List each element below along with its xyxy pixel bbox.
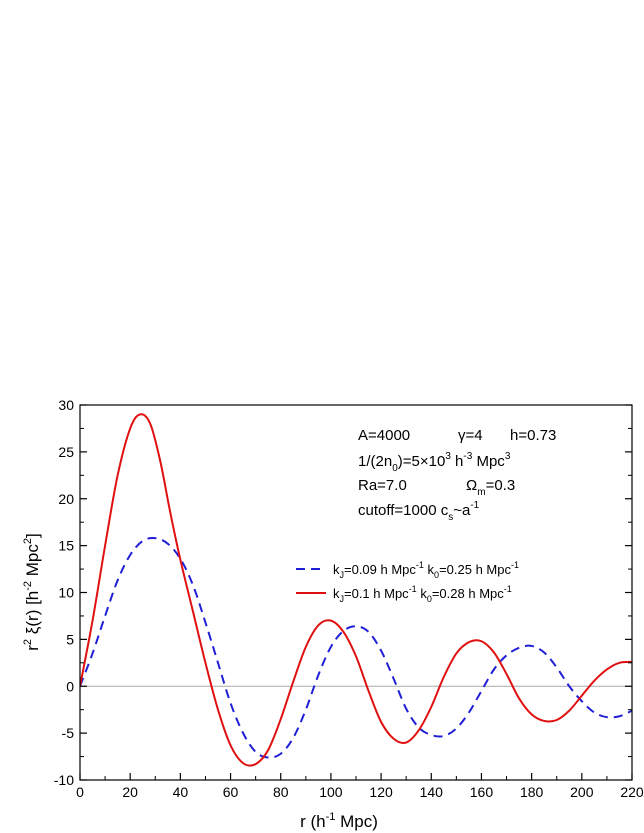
y-tick-label: -10 [54,772,74,788]
series-line-0 [80,536,632,759]
legend-label-kJ009: kJ=0.09 h Mpc-1 k0=0.25 h Mpc-1 [333,560,519,580]
y-tick-label: 0 [66,678,74,694]
annotation-h: h=0.73 [510,427,556,444]
x-tick-label: 120 [369,784,393,800]
y-tick-label: 10 [58,585,74,601]
axes: 0 20 40 60 80 100 120 140 160 180 200 220 -10 -5 0 5 10 1… [54,397,644,800]
x-tick-label: 80 [273,784,289,800]
x-tick-label: 220 [620,784,644,800]
annotation-omega: Ωm=0.3 [466,477,515,498]
legend: kJ=0.09 h Mpc-1 k0=0.25 h Mpc-1 kJ=0.1 h… [296,560,519,604]
annotation-density: 1/(2n0)=5×103 h-3 Mpc3 [358,451,511,474]
x-axis-label: r (h-1 Mpc) [300,811,378,831]
y-tick-label: 5 [66,631,74,647]
x-tick-label: 40 [173,784,189,800]
annotation-block: A=4000 γ=4 h=0.73 1/(2n0)=5×103 h-3 Mpc3… [358,427,556,523]
y-tick-label: 25 [58,444,74,460]
y-tick-label: -5 [62,725,75,741]
plot-area [80,413,632,767]
legend-label-kJ01: kJ=0.1 h Mpc-1 k0=0.28 h Mpc-1 [333,584,512,604]
y-tick-label: 15 [58,538,74,554]
x-tick-label: 160 [470,784,494,800]
y-tick-label: 20 [58,491,74,507]
x-tick-label: 60 [223,784,239,800]
x-tick-label: 100 [319,784,343,800]
annotation-cutoff: cutoff=1000 cs~a-1 [358,500,480,523]
x-tick-label: 180 [520,784,544,800]
y-axis-label: r2 ξ(r) [h-2 Mpc2] [22,533,42,651]
y-tick-label: 30 [58,397,74,413]
annotation-Ra: Ra=7.0 [358,477,407,494]
x-tick-label: 140 [420,784,444,800]
x-tick-label: 20 [122,784,138,800]
x-tick-label: 0 [76,784,84,800]
series-line-1 [80,413,632,767]
annotation-A: A=4000 [358,427,410,444]
x-tick-label: 200 [570,784,594,800]
annotation-gamma: γ=4 [458,427,483,444]
